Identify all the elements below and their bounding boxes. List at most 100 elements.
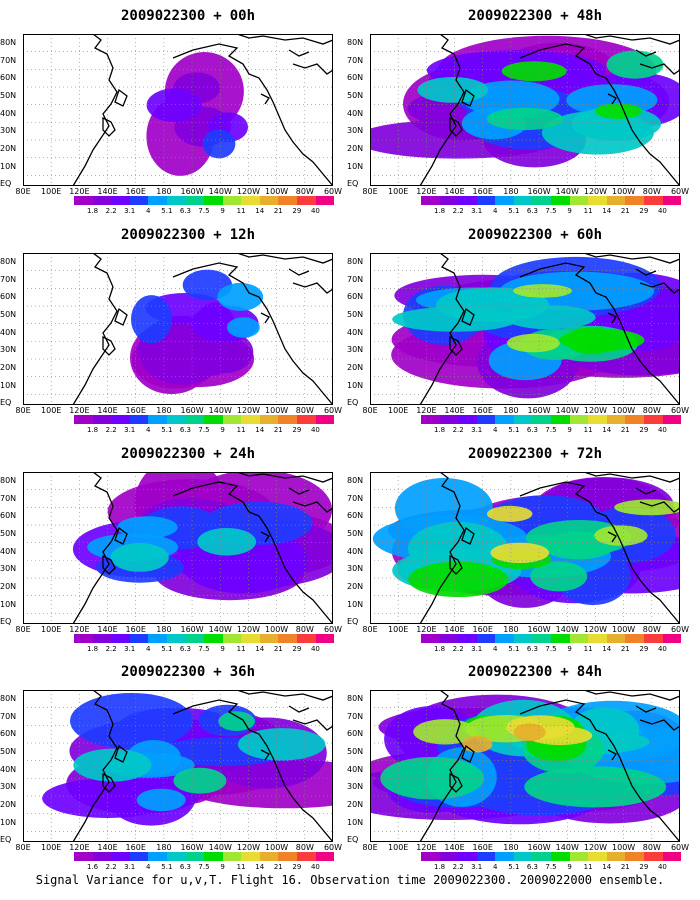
coastline	[639, 282, 680, 294]
colorbar-tick-label: 6.3	[526, 645, 538, 653]
colorbar-tick-label: 7.5	[545, 207, 557, 215]
lon-tick-label: 60W	[323, 625, 343, 634]
panel-title-date: 2009022300	[467, 446, 553, 462]
variance-blob	[237, 728, 326, 761]
map-panel: 2009022300 +72h 80N 70N 60N 50N 40N 30N 20N 10N EQ…	[347, 438, 700, 658]
lat-tick-label: 60N	[347, 292, 364, 302]
lon-tick-label: 120W	[236, 187, 261, 196]
coastline	[639, 63, 680, 75]
lon-tick-label: 80W	[642, 406, 661, 415]
colorbar-tick-label: 29	[292, 426, 302, 434]
lon-tick-label: 120W	[236, 625, 261, 634]
variance-blob	[513, 284, 572, 298]
colorbar-swatch	[204, 634, 223, 643]
colorbar-tick-label: 1.8	[86, 645, 99, 653]
lon-tick-label: 120E	[416, 843, 437, 852]
colorbar-swatch	[458, 852, 477, 861]
variance-blob	[559, 329, 645, 352]
variance-blob	[595, 103, 642, 119]
lon-tick-label: 140W	[208, 187, 232, 196]
lon-tick-label: 140W	[208, 843, 232, 852]
colorbar-swatch	[458, 415, 477, 424]
lat-tick-label: 50N	[0, 529, 17, 539]
lon-tick-label: 120E	[69, 625, 90, 634]
lon-tick-label: 120W	[583, 406, 608, 415]
colorbar-tick-label: 40	[310, 863, 320, 871]
lat-tick-label: 50N	[347, 91, 364, 101]
lat-tick-label: 80N	[347, 694, 364, 703]
colorbar-tick-label: 40	[657, 426, 667, 434]
variance-blob	[504, 305, 596, 330]
lon-tick-label: 100E	[41, 406, 62, 415]
colorbar-tick-label: 40	[310, 645, 320, 653]
colorbar-tick-label: 4	[146, 207, 151, 215]
variance-blob	[490, 542, 550, 563]
lon-tick-label: 160E	[125, 843, 146, 852]
colorbar-swatch	[222, 852, 242, 861]
panel-title-date: 2009022300	[120, 664, 206, 680]
colorbar-tick-label: 2.2	[105, 207, 117, 215]
coastline	[519, 699, 680, 842]
lon-tick-label: 120E	[69, 843, 90, 852]
variance-map	[23, 34, 333, 186]
variance-blob	[614, 499, 680, 516]
lat-tick-label: 10N	[0, 817, 17, 827]
map-panel: 2009022300 +84h 80N 70N 60N 50N 40N 30N 20N 10N EQ…	[347, 656, 700, 876]
lat-tick-label: 60N	[0, 292, 17, 302]
colorbar-tick-label: 1.8	[433, 645, 446, 653]
colorbar-swatch	[532, 196, 552, 205]
colorbar-labels: 1.8 2.2 3.1 4 5.1 6.3 7.5 9 11 14 21 29 40	[74, 645, 334, 655]
lon-tick-label: 100W	[265, 187, 289, 196]
lon-tick-label: 180	[503, 187, 519, 196]
contour-band	[526, 520, 632, 592]
coastline	[583, 472, 680, 483]
panel-title: 2009022300 +60h	[365, 227, 700, 243]
colorbar-swatch	[241, 196, 260, 205]
coastline	[172, 481, 333, 624]
coastline	[288, 268, 310, 276]
lat-tick-label: 80N	[347, 476, 364, 485]
colorbar-swatch	[476, 852, 496, 861]
colorbar-tick-label: 40	[657, 645, 667, 653]
variance-blob	[507, 333, 560, 353]
colorbar-swatch	[315, 852, 335, 861]
contour-band	[594, 499, 680, 546]
colorbar-tick-label: 1.8	[433, 207, 446, 215]
lon-tick-label: 120E	[416, 406, 437, 415]
contour-band	[417, 77, 662, 155]
colorbar-swatch	[458, 634, 477, 643]
colorbar-tick-label: 4	[493, 863, 498, 871]
panel-title-lead: 60h	[576, 227, 603, 243]
colorbar-tick-label: 11	[583, 645, 593, 653]
lon-tick-label: 160E	[125, 187, 146, 196]
coastline	[292, 282, 333, 294]
colorbar-tick-label: 3.1	[124, 863, 136, 871]
lat-tick-label: EQ	[347, 617, 359, 627]
lat-tick-label: EQ	[347, 835, 359, 845]
panel-title: 2009022300 +00h	[18, 8, 358, 24]
colorbar-swatch	[111, 196, 130, 205]
lat-tick-label: 60N	[347, 729, 364, 739]
colorbar-tick-label: 3.1	[124, 645, 136, 653]
colorbar-tick-label: 1.8	[433, 426, 446, 434]
coastline	[260, 93, 270, 105]
lon-tick-label: 120E	[69, 187, 90, 196]
variance-blob	[218, 711, 255, 731]
colorbar-tick-label: 9	[220, 645, 225, 653]
colorbar-swatch	[74, 196, 93, 205]
lat-tick-label: 70N	[0, 711, 17, 721]
lat-tick-label: 30N	[0, 345, 17, 355]
coastline	[583, 690, 680, 701]
colorbar-swatch	[551, 196, 570, 205]
lon-tick-label: 100E	[388, 187, 409, 196]
coastline	[114, 526, 128, 545]
coastline	[236, 472, 333, 483]
variance-map	[23, 690, 333, 842]
variance-blob	[202, 129, 236, 159]
contour-band	[559, 326, 645, 355]
lon-tick-label: 160W	[180, 625, 204, 634]
lat-tick-label: 80N	[0, 476, 17, 485]
colorbar-tick-label: 11	[236, 207, 246, 215]
colorbar-swatch	[513, 196, 533, 205]
lon-tick-label: 140E	[97, 406, 118, 415]
